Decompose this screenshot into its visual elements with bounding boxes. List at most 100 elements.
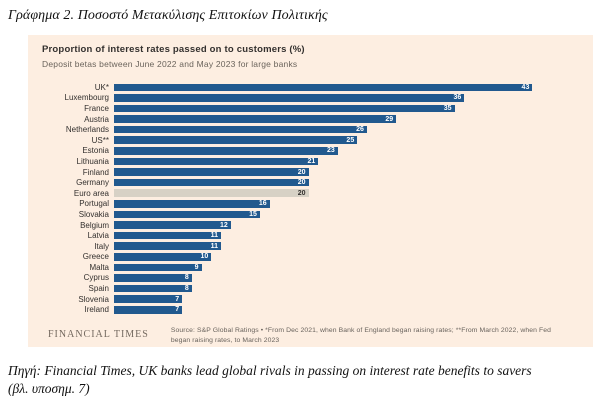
bar: 11 — [114, 231, 222, 240]
bar-track: 8 — [114, 274, 581, 282]
chart-row: Belgium 12 — [42, 220, 581, 231]
source-note: Source: S&P Global Ratings • *From Dec 2… — [170, 327, 551, 344]
chart-title: Proportion of interest rates passed on t… — [42, 44, 305, 55]
country-label: Ireland — [84, 305, 109, 315]
country-label: Estonia — [82, 146, 109, 156]
chart-row: France 35 — [42, 103, 581, 114]
chart-row: Austria 29 — [42, 114, 581, 125]
bar-track: 7 — [114, 295, 581, 303]
bar: 9 — [114, 263, 202, 272]
value-label: 16 — [258, 200, 267, 208]
bar-track: 8 — [114, 284, 581, 293]
country-label: Portugal — [79, 199, 109, 209]
country-label: Italy — [94, 241, 109, 251]
value-label: 9 — [194, 263, 199, 271]
bar: 8 — [114, 274, 192, 282]
country-label: Austria — [84, 114, 109, 124]
country-label: Spain — [88, 284, 109, 294]
value-label: 8 — [184, 285, 189, 293]
bar-track: 15 — [114, 210, 581, 219]
country-label: France — [84, 103, 109, 113]
chart-row: Ireland 7 — [42, 304, 581, 315]
bar-track: 20 — [114, 168, 581, 176]
chart-subtitle: Deposit betas between June 2022 and May … — [42, 59, 298, 69]
page-title: Γράφημα 2. Ποσοστό Μετακύλισης Επιτοκίων… — [8, 8, 328, 23]
bar: 21 — [114, 157, 319, 166]
bar-track: 20 — [114, 178, 581, 187]
country-label: UK* — [94, 82, 109, 92]
bar: 29 — [114, 115, 397, 123]
country-label: Lithuania — [76, 156, 109, 166]
value-label: 12 — [219, 221, 228, 229]
bar: 10 — [114, 253, 212, 261]
country-label: Belgium — [80, 220, 109, 230]
bar: 7 — [114, 305, 183, 314]
bar: 43 — [114, 83, 533, 92]
chart-row: Finland 20 — [42, 167, 581, 178]
value-label: 26 — [356, 126, 364, 134]
value-label: 20 — [297, 179, 306, 187]
bar: 15 — [114, 210, 260, 219]
country-label: Slovakia — [78, 209, 109, 219]
country-label: Greece — [82, 252, 109, 262]
country-label: Cyprus — [83, 273, 109, 283]
bar: 16 — [114, 200, 270, 208]
chart-row: Slovenia 7 — [42, 294, 581, 305]
country-label: Euro area — [73, 188, 109, 198]
chart-row: Estonia 23 — [42, 146, 581, 157]
value-label: 36 — [453, 94, 462, 102]
bar-track: 16 — [114, 200, 581, 208]
value-label: 15 — [249, 210, 257, 218]
bar-track: 29 — [114, 115, 581, 123]
bar: 7 — [114, 295, 183, 303]
chart-card: Proportion of interest rates passed on t… — [28, 35, 593, 347]
value-label: 7 — [175, 306, 180, 314]
financial-times-logo: FINANCIAL TIMES — [48, 329, 149, 341]
country-label: Luxembourg — [64, 93, 109, 103]
figure-caption-line2: (βλ. υποσημ. 7) — [8, 381, 90, 397]
chart-footer: FINANCIAL TIMES Source: S&P Global Ratin… — [42, 326, 581, 345]
bar: 12 — [114, 221, 231, 229]
value-label: 10 — [200, 253, 209, 261]
bar-track: 12 — [114, 221, 581, 229]
bar-track: 7 — [114, 305, 581, 314]
bars-area: UK* 43 Luxembourg 36 France 35 Austria 29 Nether… — [42, 82, 581, 315]
bar-track: 21 — [114, 157, 581, 166]
bar: 20 — [114, 168, 309, 176]
chart-row: Euro area 20 — [42, 188, 581, 199]
bar-track: 11 — [114, 231, 581, 240]
bar-track: 26 — [114, 125, 581, 134]
bar-track: 25 — [114, 136, 581, 145]
value-label: 11 — [210, 242, 219, 250]
bar: 20 — [114, 178, 309, 187]
country-label: Malta — [89, 262, 109, 272]
bar: 26 — [114, 125, 367, 134]
value-label: 20 — [297, 168, 306, 176]
chart-row: Netherlands 26 — [42, 124, 581, 135]
chart-row: Luxembourg 36 — [42, 93, 581, 104]
chart-row: Latvia 11 — [42, 230, 581, 241]
country-label: US** — [91, 135, 109, 145]
bar: 8 — [114, 284, 192, 293]
value-label: 7 — [175, 295, 180, 303]
country-label: Latvia — [87, 231, 109, 241]
bar-track: 43 — [114, 83, 581, 92]
country-label: Slovenia — [78, 294, 109, 304]
chart-row: Italy 11 — [42, 241, 581, 252]
country-label: Finland — [82, 167, 109, 177]
bar-track: 35 — [114, 104, 581, 113]
bar-track: 36 — [114, 94, 581, 102]
bar: 23 — [114, 147, 338, 155]
value-label: 43 — [521, 83, 530, 91]
figure-caption: Πηγή: Financial Times, UK banks lead glo… — [8, 362, 592, 398]
chart-row: Germany 20 — [42, 177, 581, 188]
chart-row: Lithuania 21 — [42, 156, 581, 167]
value-label: 20 — [297, 189, 306, 197]
chart-row: Portugal 16 — [42, 199, 581, 210]
chart-row: Greece 10 — [42, 252, 581, 263]
chart-row: Malta 9 — [42, 262, 581, 273]
chart-row: Spain 8 — [42, 283, 581, 294]
bar: 35 — [114, 104, 455, 113]
value-label: 35 — [443, 104, 452, 112]
bar-track: 9 — [114, 263, 581, 272]
